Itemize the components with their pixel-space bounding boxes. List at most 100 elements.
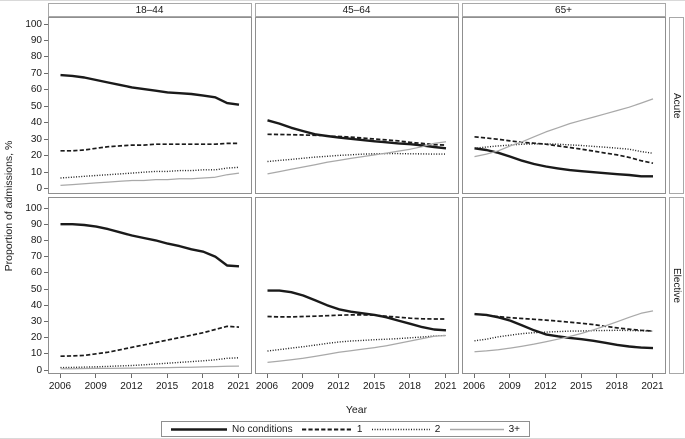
- series-line-3plus: [266, 334, 446, 364]
- x-tick-mark: [409, 374, 411, 378]
- legend-item-1: 1: [301, 423, 363, 435]
- legend: No conditions 1 2 3+: [161, 421, 530, 437]
- y-tick-mark: [43, 39, 48, 41]
- x-tick-label: 2021: [641, 381, 664, 392]
- x-tick-mark: [616, 374, 618, 378]
- col-header-18-44: 18–44: [47, 3, 252, 17]
- x-tick-mark: [266, 374, 268, 378]
- x-tick-mark: [652, 374, 653, 378]
- x-tick-mark: [473, 374, 475, 378]
- x-tick-label: 2012: [534, 381, 557, 392]
- y-tick-mark: [43, 256, 48, 258]
- x-tick-mark: [59, 374, 61, 378]
- y-tick-label: 90: [30, 218, 42, 230]
- x-tick-mark: [445, 374, 446, 378]
- panel-elective-65plus: [461, 197, 666, 374]
- panel-plot-area: [59, 223, 239, 370]
- y-tick-mark: [43, 337, 48, 339]
- x-tick-mark: [130, 374, 132, 378]
- x-tick-mark: [580, 374, 582, 378]
- legend-label-1: 1: [356, 423, 363, 435]
- x-tick-label: 2021: [434, 381, 457, 392]
- y-tick-label: 10: [30, 166, 42, 178]
- y-tick-mark: [43, 288, 48, 290]
- panel-elective-45-64: [254, 197, 459, 374]
- y-tick-label: 50: [30, 283, 42, 295]
- y-tick-mark: [43, 89, 48, 91]
- y-tick-label: 40: [30, 117, 42, 129]
- series-line-2: [59, 166, 239, 179]
- legend-label-no-conditions: No conditions: [232, 423, 293, 435]
- x-tick-label: 2006: [48, 381, 72, 392]
- legend-label-2: 2: [434, 423, 441, 435]
- y-tick-mark: [43, 155, 48, 157]
- series-line-2: [266, 152, 446, 163]
- y-tick-mark: [43, 353, 48, 355]
- series-line-no-conditions: [59, 73, 239, 106]
- x-tick-label: 2015: [155, 381, 179, 392]
- y-tick-label: 0: [36, 364, 42, 376]
- series-line-2: [473, 143, 653, 154]
- figure-top-border: [0, 0, 685, 1]
- y-tick-label: 0: [36, 183, 42, 195]
- x-tick-mark: [544, 374, 546, 378]
- y-tick-label: 100: [25, 202, 42, 214]
- y-tick-label: 10: [30, 348, 42, 360]
- x-tick-label: 2015: [569, 381, 593, 392]
- y-tick-label: 80: [30, 234, 42, 246]
- series-line-3plus: [473, 310, 653, 353]
- x-tick-label: 2006: [462, 381, 486, 392]
- panel-plot-area: [473, 310, 653, 353]
- legend-sample-2: [371, 428, 430, 430]
- panel-plot-area: [266, 119, 446, 175]
- series-line-no-conditions: [473, 312, 653, 350]
- x-tick-mark: [202, 374, 204, 378]
- y-tick-label: 80: [30, 51, 42, 63]
- y-tick-mark: [43, 122, 48, 124]
- x-tick-label: 2018: [398, 381, 421, 392]
- panel-acute-45-64: [254, 17, 459, 194]
- y-tick-label: 40: [30, 299, 42, 311]
- y-tick-mark: [43, 23, 48, 25]
- x-tick-label: 2009: [84, 381, 107, 392]
- panel-acute-65plus: [461, 17, 666, 194]
- series-line-no-conditions: [267, 289, 446, 332]
- series-line-1: [473, 135, 653, 165]
- x-tick-mark: [238, 374, 239, 378]
- legend-sample-no-conditions: [171, 427, 227, 431]
- y-tick-mark: [43, 369, 48, 371]
- y-tick-mark: [43, 138, 48, 140]
- x-tick-label: 2012: [120, 381, 143, 392]
- col-header-65plus: 65+: [461, 3, 666, 17]
- x-tick-mark: [302, 374, 304, 378]
- y-tick-label: 20: [30, 332, 42, 344]
- x-tick-mark: [166, 374, 168, 378]
- panel-acute-18-44: [47, 17, 252, 194]
- x-tick-label: 2009: [291, 381, 314, 392]
- x-tick-mark: [337, 374, 339, 378]
- x-tick-mark: [373, 374, 375, 378]
- series-line-no-conditions: [60, 223, 239, 268]
- y-tick-mark: [43, 72, 48, 74]
- panel-plot-area: [59, 73, 239, 187]
- y-tick-mark: [43, 320, 48, 322]
- y-tick-label: 70: [30, 251, 42, 263]
- series-line-2: [266, 334, 446, 352]
- x-tick-label: 2021: [227, 381, 250, 392]
- legend-sample-3plus: [449, 428, 504, 430]
- y-tick-label: 70: [30, 67, 42, 79]
- y-tick-mark: [43, 272, 48, 274]
- x-tick-label: 2012: [327, 381, 350, 392]
- row-header-elective: Elective: [668, 197, 684, 374]
- series-line-no-conditions: [266, 119, 446, 150]
- row-header-acute: Acute: [668, 17, 684, 194]
- panel-plot-area: [473, 98, 653, 178]
- y-tick-label: 50: [30, 100, 42, 112]
- legend-label-3plus: 3+: [508, 423, 520, 435]
- y-tick-mark: [43, 171, 48, 173]
- series-line-3plus: [266, 141, 446, 175]
- x-tick-mark: [509, 374, 511, 378]
- panel-plot-area: [266, 289, 446, 364]
- y-tick-label: 60: [30, 267, 42, 279]
